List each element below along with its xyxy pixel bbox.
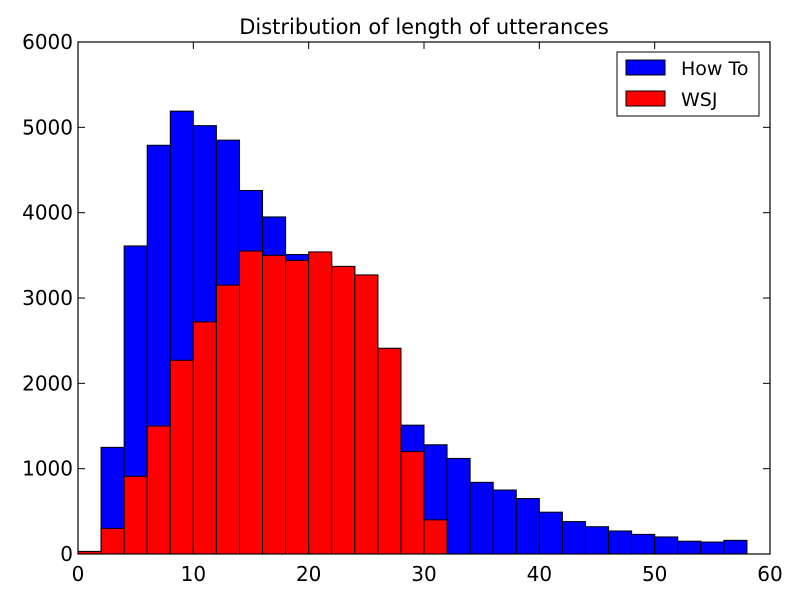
bar-how-to-42 [561, 521, 586, 555]
bar-how-to-46 [608, 530, 633, 555]
bar-how-to-40 [538, 511, 563, 555]
legend: How To WSJ [616, 51, 760, 117]
y-tick-label: 1000 [22, 457, 73, 481]
bar-how-to-48 [631, 533, 656, 555]
bar-how-to-50 [654, 536, 679, 555]
bar-wsj-8 [169, 359, 194, 555]
x-tick-label: 50 [642, 562, 667, 586]
bar-wsj-14 [238, 250, 264, 555]
bar-how-to-54 [700, 541, 725, 555]
bar-wsj-26 [377, 347, 402, 555]
bar-wsj-10 [192, 321, 217, 555]
y-tick-label: 2000 [22, 371, 73, 395]
x-tick-label: 20 [296, 562, 321, 586]
bar-how-to-38 [515, 498, 540, 555]
bar-wsj-12 [215, 284, 240, 555]
bar-how-to-52 [677, 540, 702, 555]
bar-wsj-2 [100, 527, 125, 555]
bar-wsj-20 [308, 251, 333, 555]
bar-wsj-6 [146, 425, 171, 555]
bar-wsj-16 [262, 254, 287, 555]
x-tick-label: 30 [411, 562, 436, 586]
ticks-layer: 0 10 20 30 40 50 60 0 1000 2000 3000 4000 5000 6000 [22, 30, 783, 586]
x-tick-label: 40 [527, 562, 552, 586]
y-tick-label: 0 [60, 542, 73, 566]
y-tick-label: 5000 [22, 115, 73, 139]
x-tick-label: 10 [181, 562, 206, 586]
bar-how-to-56 [723, 539, 748, 555]
bar-wsj-28 [400, 451, 425, 555]
legend-label-how-to: How To [681, 58, 749, 80]
legend-label-wsj: WSJ [681, 89, 717, 111]
legend-swatch-wsj [625, 90, 666, 107]
bar-how-to-32 [446, 457, 471, 555]
chart-title: Distribution of length of utterances [239, 15, 609, 39]
bar-how-to-34 [469, 481, 494, 555]
y-tick-label: 6000 [22, 30, 73, 54]
bar-how-to-36 [492, 489, 517, 555]
y-tick-label: 3000 [22, 286, 73, 310]
legend-swatch-how-to [625, 59, 666, 76]
bar-wsj-30 [423, 519, 448, 555]
bar-how-to-44 [584, 526, 610, 555]
x-tick-label: 60 [757, 562, 782, 586]
bar-wsj-4 [123, 475, 148, 555]
bar-wsj-18 [285, 259, 310, 555]
bars-layer [77, 110, 748, 555]
bar-wsj-22 [331, 265, 356, 555]
bar-wsj-24 [354, 274, 379, 555]
x-tick-label: 0 [72, 562, 85, 586]
y-tick-label: 4000 [22, 201, 73, 225]
